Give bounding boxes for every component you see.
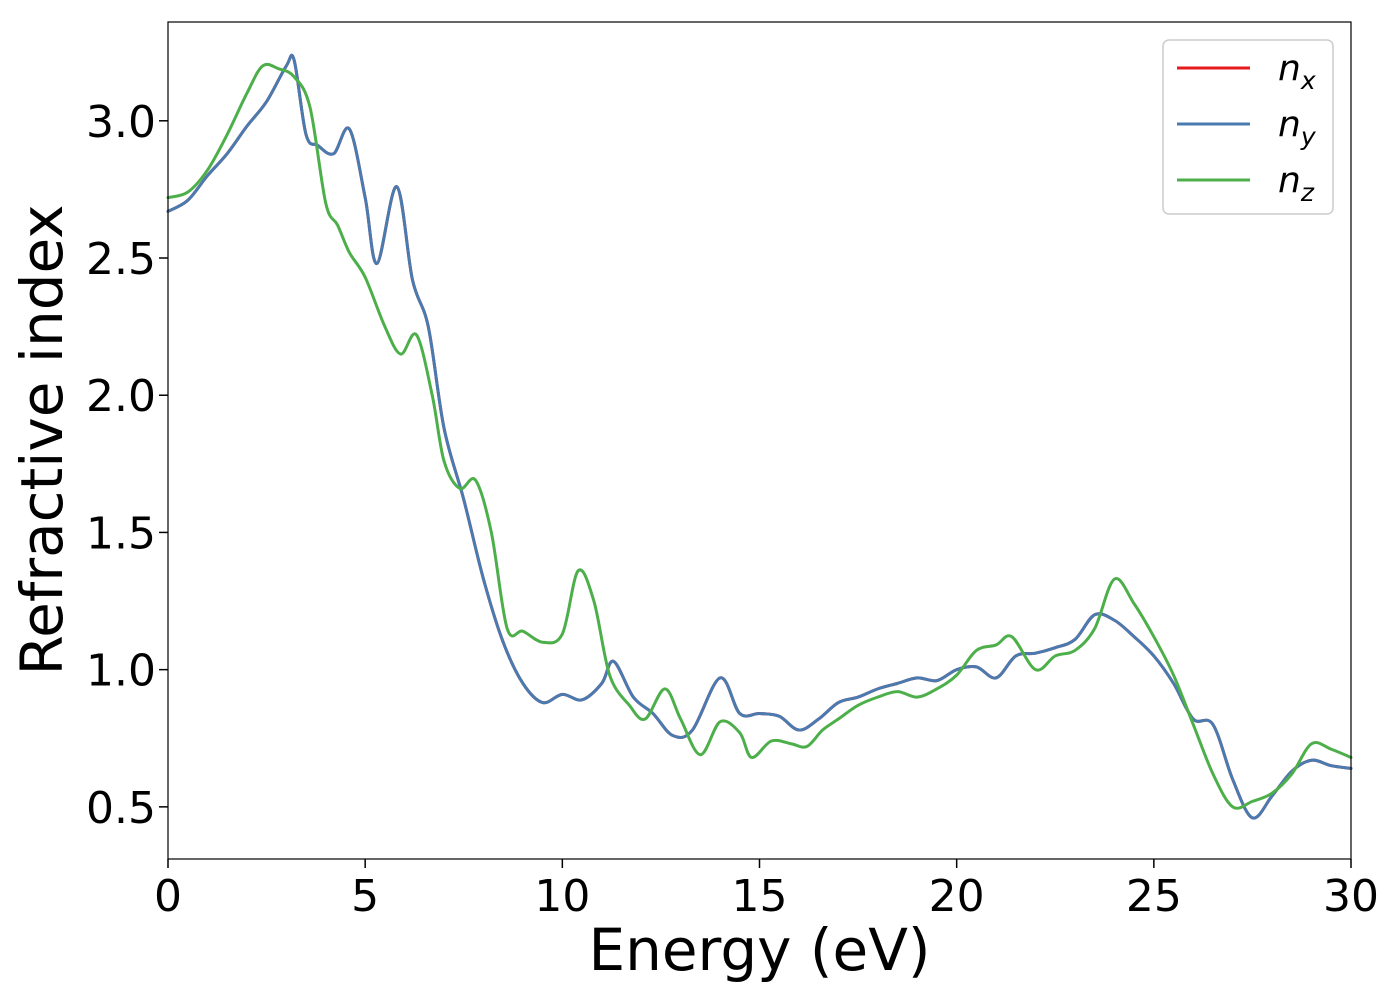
x-tick-label: 20 bbox=[929, 871, 985, 922]
legend-label-ny: ny bbox=[1278, 104, 1317, 151]
x-tick-label: 10 bbox=[534, 871, 590, 922]
series-line-nz bbox=[166, 62, 1353, 810]
series-layer bbox=[166, 53, 1353, 820]
legend: nx ny nz bbox=[1162, 39, 1334, 215]
y-tick-label: 1.0 bbox=[86, 646, 156, 697]
x-tick-label: 0 bbox=[154, 871, 182, 922]
plot-area bbox=[168, 22, 1351, 859]
legend-box bbox=[1162, 39, 1334, 215]
y-axis-label: Refractive index bbox=[8, 204, 76, 675]
x-tick-label: 15 bbox=[732, 871, 788, 922]
y-tick-label: 1.5 bbox=[86, 508, 156, 559]
y-tick-label: 2.5 bbox=[86, 234, 156, 285]
legend-entries: nx ny nz bbox=[1177, 48, 1317, 207]
y-axis-ticks: 0.5 1.0 1.5 2.0 2.5 3.0 bbox=[86, 97, 168, 834]
x-tick-label: 5 bbox=[351, 871, 379, 922]
y-tick-label: 2.0 bbox=[86, 371, 156, 422]
y-tick-label: 0.5 bbox=[86, 783, 156, 834]
y-tick-label: 3.0 bbox=[86, 97, 156, 148]
x-tick-label: 30 bbox=[1323, 871, 1379, 922]
x-axis-label: Energy (eV) bbox=[588, 916, 930, 984]
x-axis-ticks: 0 5 10 15 20 25 30 bbox=[154, 859, 1379, 922]
legend-label-nx: nx bbox=[1278, 48, 1316, 95]
legend-label-nz: nz bbox=[1278, 160, 1315, 207]
x-tick-label: 25 bbox=[1126, 871, 1182, 922]
series-line-ny bbox=[166, 53, 1353, 820]
